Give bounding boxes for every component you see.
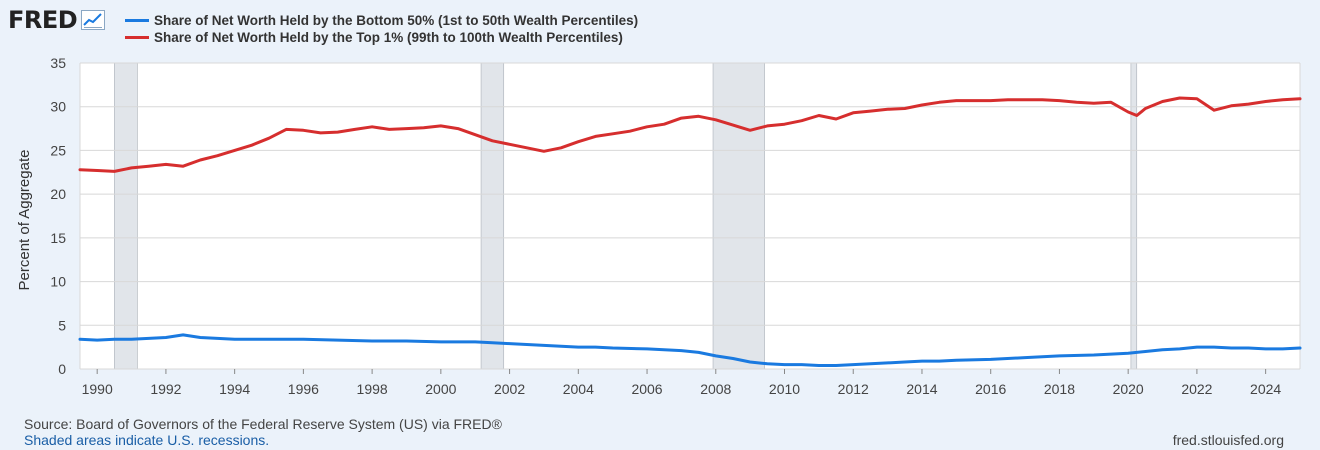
legend-swatch-top-1 <box>125 36 149 39</box>
line-chart: 0 5 10 15 20 25 30 35 1990 1992 1994 1996 1998 2000 20… <box>16 55 1302 397</box>
axis-tick-labels: 0 5 10 15 20 25 30 35 1990 1992 1994 1996 1998 2000 20… <box>50 55 1281 397</box>
x-tick-label: 2014 <box>906 381 937 397</box>
x-tick-label: 1994 <box>219 381 250 397</box>
x-tick-label: 1998 <box>357 381 388 397</box>
recession-note-link[interactable]: Shaded areas indicate U.S. recessions. <box>24 432 270 448</box>
y-tick-label: 10 <box>50 274 66 290</box>
x-tick-label: 2008 <box>700 381 731 397</box>
plot-area <box>80 63 1300 369</box>
site-link[interactable]: fred.stlouisfed.org <box>1172 432 1284 448</box>
x-tick-label: 2010 <box>769 381 800 397</box>
x-tick-label: 2016 <box>975 381 1006 397</box>
y-axis-label: Percent of Aggregate <box>16 150 33 291</box>
x-tick-label: 2024 <box>1250 381 1281 397</box>
y-tick-label: 25 <box>50 142 66 158</box>
series-lines <box>78 96 1302 367</box>
recession-band <box>480 62 505 370</box>
series-line-bottom-50[interactable] <box>78 333 1302 367</box>
recession-bands <box>114 62 1138 370</box>
y-tick-label: 15 <box>50 230 66 246</box>
legend-item-bottom-50[interactable]: Share of Net Worth Held by the Bottom 50… <box>125 12 638 29</box>
chart-legend: Share of Net Worth Held by the Bottom 50… <box>125 12 638 46</box>
x-tick-label: 2020 <box>1113 381 1144 397</box>
x-tick-label: 2022 <box>1181 381 1212 397</box>
grid-lines <box>79 62 1301 374</box>
legend-swatch-bottom-50 <box>125 19 149 22</box>
legend-label-bottom-50: Share of Net Worth Held by the Bottom 50… <box>154 13 639 28</box>
x-tick-label: 2018 <box>1044 381 1075 397</box>
x-tick-label: 1996 <box>288 381 319 397</box>
y-tick-label: 20 <box>50 186 66 202</box>
fred-logo[interactable]: FRED <box>8 6 106 34</box>
y-tick-label: 30 <box>50 99 66 115</box>
recession-band <box>712 62 765 370</box>
x-tick-label: 1992 <box>150 381 181 397</box>
y-tick-label: 35 <box>50 55 66 71</box>
legend-item-top-1[interactable]: Share of Net Worth Held by the Top 1% (9… <box>125 29 638 46</box>
x-tick-label: 2012 <box>838 381 869 397</box>
source-note: Source: Board of Governors of the Federa… <box>24 416 502 432</box>
series-line-top-1[interactable] <box>78 96 1302 173</box>
x-tick-label: 2004 <box>563 381 594 397</box>
legend-label-top-1: Share of Net Worth Held by the Top 1% (9… <box>154 30 623 45</box>
recession-band <box>1130 62 1138 370</box>
x-tick-label: 2000 <box>425 381 456 397</box>
x-tick-label: 1990 <box>82 381 113 397</box>
recession-band <box>114 62 138 370</box>
y-tick-label: 5 <box>58 317 66 333</box>
line-chart-icon <box>81 10 106 30</box>
y-tick-label: 0 <box>58 361 66 377</box>
x-tick-label: 2002 <box>494 381 525 397</box>
logo-text: FRED <box>8 6 78 34</box>
x-tick-label: 2006 <box>631 381 662 397</box>
